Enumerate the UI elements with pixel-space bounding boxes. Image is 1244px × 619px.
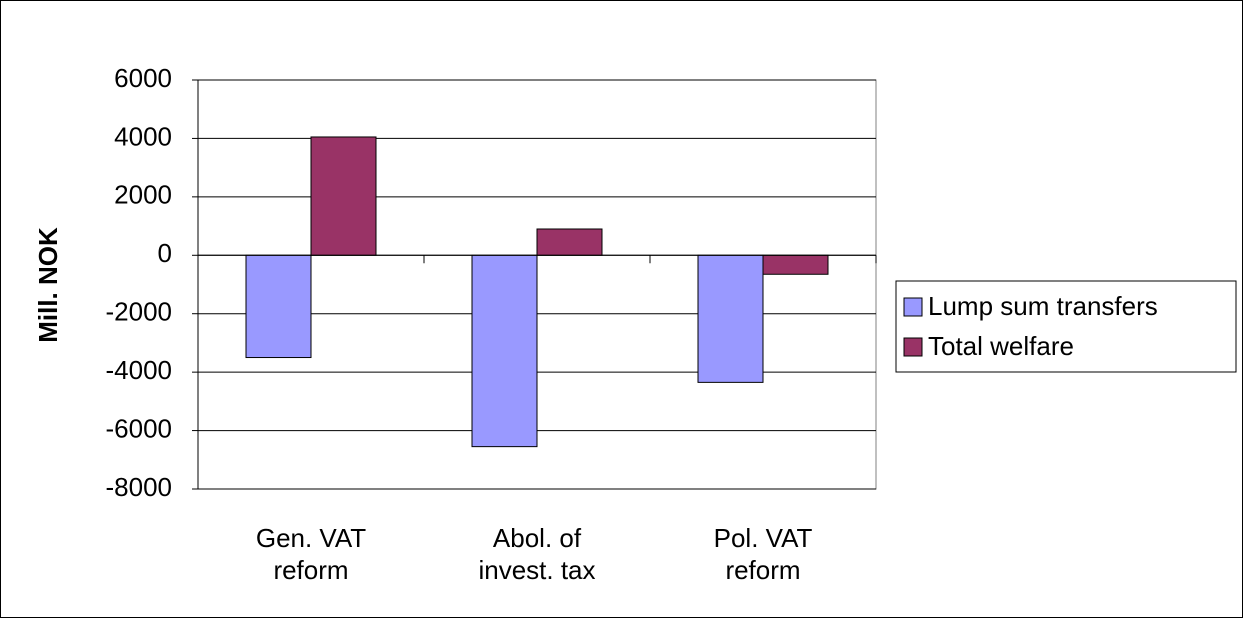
legend-label: Total welfare: [928, 331, 1074, 361]
x-tick-label: Pol. VAT reform: [713, 523, 813, 585]
y-axis-label: Mill. NOK: [33, 227, 63, 343]
legend-swatch: [903, 297, 923, 317]
y-tick-label: -2000: [106, 297, 173, 327]
y-tick-label: 2000: [114, 180, 172, 210]
bar: [697, 254, 764, 383]
y-tick-label: -4000: [106, 355, 173, 385]
bar: [471, 254, 538, 448]
legend-box: [895, 280, 1237, 373]
legend-label: Lump sum transfers: [928, 291, 1158, 321]
bar: [245, 254, 312, 359]
x-tick-label: Gen. VAT reform: [255, 523, 367, 585]
y-tick-label: 6000: [114, 63, 172, 93]
y-tick-label: -8000: [106, 472, 173, 502]
bar: [762, 254, 829, 275]
y-tick-label: 4000: [114, 121, 172, 151]
bar: [310, 136, 377, 256]
bar: [536, 228, 603, 256]
y-tick-label: -6000: [106, 413, 173, 443]
y-tick-label: 0: [158, 238, 172, 268]
legend-swatch: [903, 337, 923, 357]
x-tick-label: Abol. of invest. tax: [478, 523, 596, 585]
